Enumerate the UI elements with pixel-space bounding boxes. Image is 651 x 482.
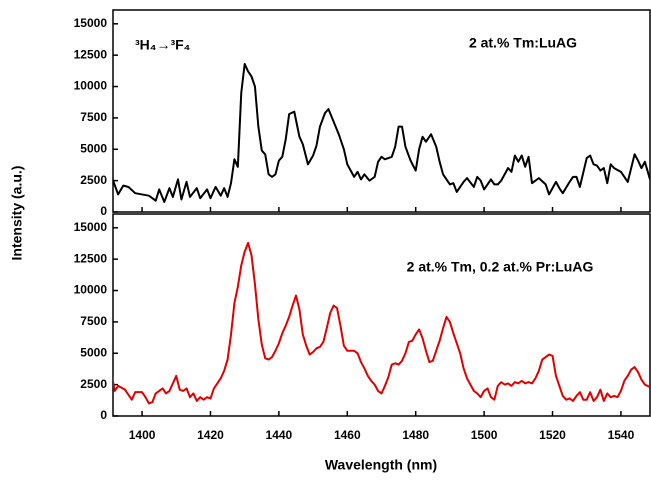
plot-frame xyxy=(112,213,651,417)
y-tick-label: 15000 xyxy=(74,16,108,30)
x-tick-label: 1520 xyxy=(539,428,566,442)
x-tick-label: 1420 xyxy=(197,428,224,442)
y-tick-label: 7500 xyxy=(80,314,107,328)
y-tick-label: 15000 xyxy=(74,220,108,234)
data-line xyxy=(113,241,650,405)
y-tick-label: 5000 xyxy=(80,345,107,359)
x-tick-label: 1500 xyxy=(471,428,498,442)
y-tick-label: 2500 xyxy=(80,173,107,187)
y-tick-label: 12500 xyxy=(74,251,108,265)
legend-label: 2 at.% Tm, 0.2 at.% Pr:LuAG xyxy=(407,259,594,275)
y-tick-label: 5000 xyxy=(80,141,107,155)
x-tick-label: 1440 xyxy=(266,428,293,442)
x-tick-label: 1540 xyxy=(608,428,635,442)
annotation: ³H₄→³F₄ xyxy=(135,37,190,53)
x-axis-label: Wavelength (nm) xyxy=(325,457,437,473)
y-axis-label: Intensity (a.u.) xyxy=(9,166,25,261)
data-line xyxy=(113,62,650,203)
x-tick-label: 1480 xyxy=(402,428,429,442)
y-tick-label: 2500 xyxy=(80,377,107,391)
x-tick-label: 1460 xyxy=(334,428,361,442)
plot-frame xyxy=(112,9,651,213)
y-tick-label: 0 xyxy=(100,408,107,422)
x-tick-label: 1400 xyxy=(129,428,156,442)
legend-label: 2 at.% Tm:LuAG xyxy=(469,35,577,51)
y-tick-label: 10000 xyxy=(74,79,108,93)
y-tick-label: 12500 xyxy=(74,47,108,61)
y-tick-label: 10000 xyxy=(74,283,108,297)
y-tick-label: 7500 xyxy=(80,110,107,124)
y-tick-label: 0 xyxy=(100,204,107,218)
